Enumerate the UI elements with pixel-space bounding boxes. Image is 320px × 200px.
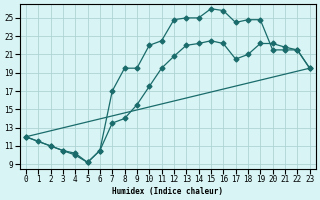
X-axis label: Humidex (Indice chaleur): Humidex (Indice chaleur) — [112, 187, 223, 196]
